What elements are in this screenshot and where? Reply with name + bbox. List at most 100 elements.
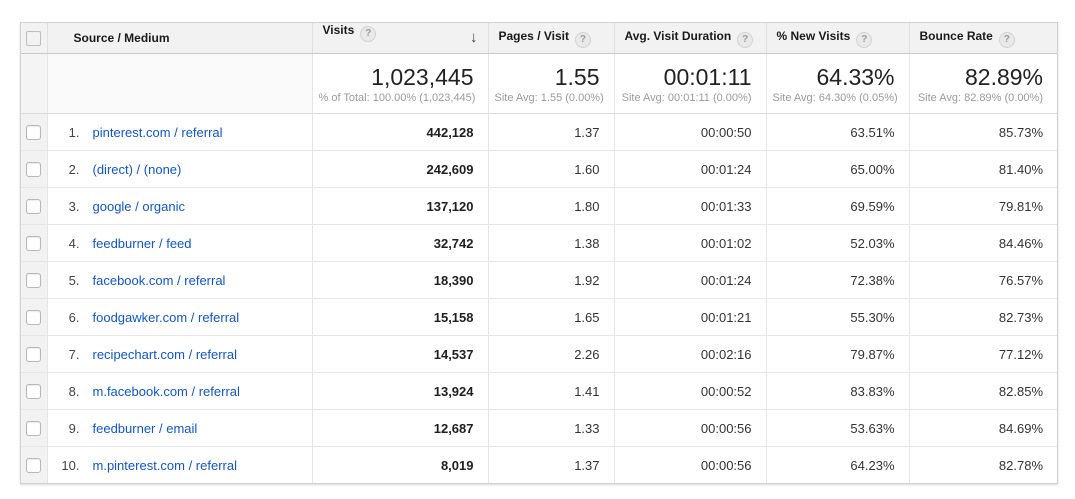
source-medium-link[interactable]: facebook.com / referral <box>92 272 226 288</box>
summary-visits-subtext: % of Total: 100.00% (1,023,445) <box>318 91 476 104</box>
help-icon[interactable]: ? <box>574 31 591 48</box>
column-label: Avg. Visit Duration <box>624 28 732 43</box>
pages-per-visit-cell: 2.26 <box>488 335 615 373</box>
summary-checkbox-cell <box>21 53 48 114</box>
row-checkbox[interactable] <box>26 272 42 288</box>
pages-per-visit-cell: 1.37 <box>488 446 615 483</box>
summary-visits-value: 1,023,445 <box>371 63 474 90</box>
avg-duration-cell: 00:01:21 <box>614 298 767 336</box>
bounce-rate-cell: 81.40% <box>909 150 1057 188</box>
bounce-rate-cell: 82.73% <box>909 298 1057 336</box>
summary-new-visits: 64.33% Site Avg: 64.30% (0.05%) <box>766 53 910 114</box>
row-index: 8. <box>68 383 80 399</box>
help-icon[interactable]: ? <box>856 31 873 48</box>
help-icon[interactable]: ? <box>360 26 377 42</box>
pages-per-visit-cell: 1.38 <box>488 224 615 262</box>
new-visits-cell: 69.59% <box>766 187 910 225</box>
bounce-rate-cell: 85.73% <box>909 113 1057 151</box>
column-header-source-medium[interactable]: Source / Medium <box>47 23 313 54</box>
summary-pages-value: 1.55 <box>554 63 600 90</box>
visits-cell: 15,158 <box>312 298 489 336</box>
select-all-checkbox[interactable] <box>26 30 42 46</box>
summary-new-visits-subtext: Site Avg: 64.30% (0.05%) <box>772 91 898 104</box>
new-visits-cell: 72.38% <box>766 261 910 299</box>
avg-duration-cell: 00:00:52 <box>614 372 767 410</box>
row-index: 6. <box>68 309 80 325</box>
avg-duration-cell: 00:02:16 <box>614 335 767 373</box>
source-medium-link[interactable]: feedburner / feed <box>92 235 192 251</box>
column-header-new-visits[interactable]: % New Visits? <box>766 23 910 54</box>
summary-duration-subtext: Site Avg: 00:01:11 (0.00%) <box>621 91 752 104</box>
new-visits-cell: 52.03% <box>766 224 910 262</box>
pages-per-visit-cell: 1.92 <box>488 261 615 299</box>
summary-pages-subtext: Site Avg: 1.55 (0.00%) <box>494 91 604 104</box>
source-medium-link[interactable]: recipechart.com / referral <box>92 346 238 362</box>
bounce-rate-cell: 84.69% <box>909 409 1057 447</box>
column-label: Source / Medium <box>73 31 170 45</box>
summary-pages-per-visit: 1.55 Site Avg: 1.55 (0.00%) <box>488 53 615 114</box>
summary-new-visits-value: 64.33% <box>816 63 895 90</box>
pages-per-visit-cell: 1.37 <box>488 113 615 151</box>
table-row: 2. (direct) / (none) 242,609 1.60 00:01:2… <box>21 150 1057 188</box>
row-checkbox[interactable] <box>26 198 42 214</box>
source-medium-link[interactable]: m.facebook.com / referral <box>92 383 240 399</box>
new-visits-cell: 55.30% <box>766 298 910 336</box>
avg-duration-cell: 00:00:56 <box>614 409 767 447</box>
source-medium-link[interactable]: (direct) / (none) <box>92 161 182 177</box>
column-label: % New Visits <box>776 28 851 43</box>
pages-per-visit-cell: 1.65 <box>488 298 615 336</box>
row-index: 5. <box>68 272 80 288</box>
column-header-avg-visit-duration[interactable]: Avg. Visit Duration? <box>614 23 767 54</box>
row-checkbox[interactable] <box>26 161 42 177</box>
sources-report-table: Source / Medium ↓ Visits? Pages / Visit?… <box>20 22 1058 484</box>
avg-duration-cell: 00:01:24 <box>614 261 767 299</box>
bounce-rate-cell: 82.85% <box>909 372 1057 410</box>
row-checkbox[interactable] <box>26 383 42 399</box>
table-row: 10. m.pinterest.com / referral 8,019 1.37… <box>21 446 1057 483</box>
source-medium-link[interactable]: google / organic <box>92 198 186 214</box>
select-all-header-cell <box>21 23 48 54</box>
new-visits-cell: 83.83% <box>766 372 910 410</box>
bounce-rate-cell: 84.46% <box>909 224 1057 262</box>
avg-duration-cell: 00:01:02 <box>614 224 767 262</box>
column-header-pages-per-visit[interactable]: Pages / Visit? <box>488 23 615 54</box>
source-medium-link[interactable]: foodgawker.com / referral <box>92 309 240 325</box>
summary-row: 1,023,445 % of Total: 100.00% (1,023,445… <box>21 53 1057 114</box>
new-visits-cell: 63.51% <box>766 113 910 151</box>
summary-duration-value: 00:01:11 <box>663 63 752 90</box>
visits-cell: 12,687 <box>312 409 489 447</box>
visits-cell: 442,128 <box>312 113 489 151</box>
table-row: 6. foodgawker.com / referral 15,158 1.65 … <box>21 298 1057 336</box>
help-icon[interactable]: ? <box>998 31 1015 48</box>
new-visits-cell: 79.87% <box>766 335 910 373</box>
visits-cell: 18,390 <box>312 261 489 299</box>
row-checkbox[interactable] <box>26 346 42 362</box>
summary-bounce-value: 82.89% <box>964 63 1043 90</box>
row-checkbox[interactable] <box>26 235 42 251</box>
table-row: 8. m.facebook.com / referral 13,924 1.41 … <box>21 372 1057 410</box>
new-visits-cell: 53.63% <box>766 409 910 447</box>
visits-cell: 137,120 <box>312 187 489 225</box>
bounce-rate-cell: 76.57% <box>909 261 1057 299</box>
row-index: 1. <box>68 124 80 140</box>
table-row: 9. feedburner / email 12,687 1.33 00:00:5… <box>21 409 1057 447</box>
row-checkbox[interactable] <box>26 457 42 473</box>
table-header-row: Source / Medium ↓ Visits? Pages / Visit?… <box>21 23 1057 54</box>
help-icon[interactable]: ? <box>737 31 754 48</box>
source-medium-link[interactable]: pinterest.com / referral <box>92 124 223 140</box>
summary-visits: 1,023,445 % of Total: 100.00% (1,023,445… <box>312 53 489 114</box>
source-medium-link[interactable]: m.pinterest.com / referral <box>92 457 238 473</box>
row-index: 3. <box>68 198 80 214</box>
summary-source-cell <box>47 53 313 114</box>
column-label: Pages / Visit <box>498 28 569 43</box>
sort-desc-icon[interactable]: ↓ <box>470 29 478 46</box>
table-row: 3. google / organic 137,120 1.80 00:01:33… <box>21 187 1057 225</box>
row-checkbox[interactable] <box>26 420 42 436</box>
row-checkbox[interactable] <box>26 309 42 325</box>
row-checkbox[interactable] <box>26 124 42 140</box>
table-row: 4. feedburner / feed 32,742 1.38 00:01:02… <box>21 224 1057 262</box>
source-medium-link[interactable]: feedburner / email <box>92 420 198 436</box>
summary-bounce-subtext: Site Avg: 82.89% (0.00%) <box>917 91 1043 104</box>
column-header-bounce-rate[interactable]: Bounce Rate? <box>909 23 1057 54</box>
column-header-visits[interactable]: ↓ Visits? <box>312 23 489 54</box>
